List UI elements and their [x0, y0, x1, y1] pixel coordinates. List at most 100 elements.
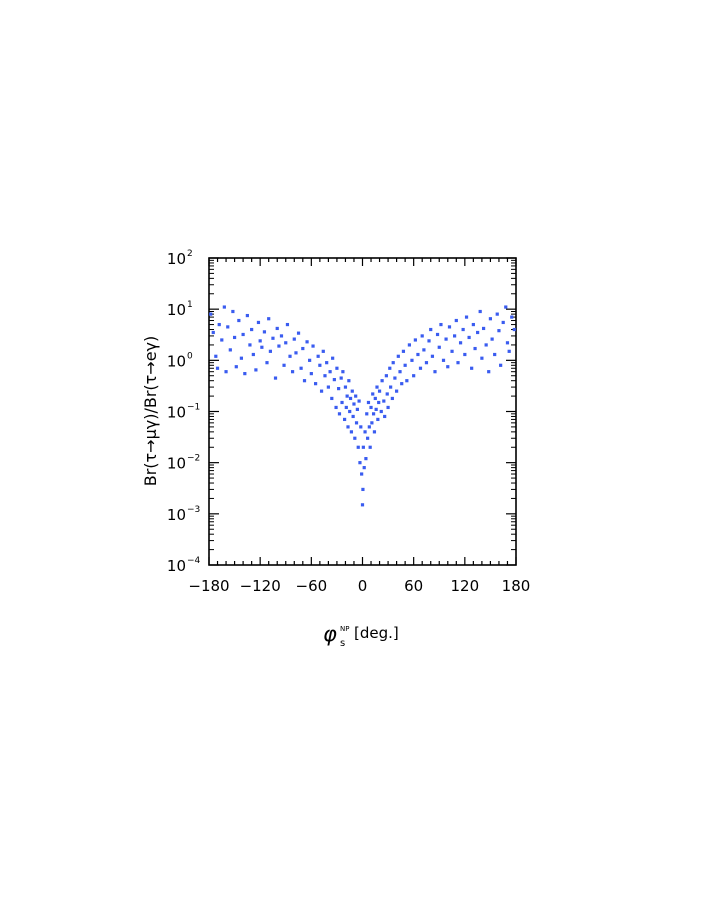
data-point — [262, 330, 267, 334]
data-point — [487, 370, 491, 374]
data-point — [302, 379, 307, 383]
data-point — [456, 361, 460, 365]
data-point — [476, 330, 480, 335]
data-point — [377, 389, 382, 393]
data-point — [376, 417, 380, 422]
y-tick-label: 10 — [167, 404, 186, 422]
axis-ticks — [208, 257, 517, 566]
data-point — [368, 445, 372, 449]
data-point — [308, 358, 312, 362]
y-tick-exponent: −1 — [187, 403, 200, 413]
data-point — [339, 376, 343, 380]
data-point — [473, 346, 477, 351]
plot-frame — [208, 257, 517, 566]
data-point — [390, 396, 394, 401]
data-point — [360, 472, 364, 476]
data-point — [416, 352, 420, 357]
data-point — [365, 412, 369, 416]
data-point — [401, 349, 406, 353]
data-point — [271, 336, 275, 340]
data-point — [447, 325, 452, 329]
data-point — [353, 436, 357, 440]
data-point — [265, 361, 269, 365]
data-point — [384, 374, 388, 378]
data-point — [354, 421, 359, 425]
data-point — [371, 412, 376, 416]
data-point — [386, 405, 390, 410]
data-point — [319, 389, 324, 393]
data-point — [355, 407, 359, 411]
y-tick-label: 10 — [167, 250, 186, 268]
data-point — [299, 366, 303, 370]
data-point — [372, 430, 377, 434]
data-point — [454, 318, 458, 323]
data-point — [354, 394, 358, 398]
data-point — [273, 376, 278, 380]
data-point — [371, 392, 375, 396]
x-axis-symbol: φ — [323, 622, 337, 646]
data-point — [268, 349, 272, 353]
data-point — [290, 370, 295, 374]
x-tick-label: −180 — [188, 577, 229, 595]
data-point — [323, 374, 327, 378]
data-point — [209, 312, 213, 316]
data-point — [383, 414, 387, 419]
data-point — [403, 363, 407, 367]
data-point — [361, 445, 365, 449]
data-point — [360, 503, 365, 507]
data-point — [234, 365, 238, 369]
data-point — [463, 352, 467, 357]
x-axis-superscript: NP — [340, 625, 349, 633]
data-point — [357, 399, 361, 403]
data-point — [348, 396, 353, 401]
data-point — [464, 315, 469, 319]
data-point — [292, 337, 296, 341]
data-point — [251, 352, 255, 357]
data-point — [362, 466, 366, 470]
data-point — [430, 354, 435, 358]
data-point — [478, 309, 482, 314]
data-point — [258, 339, 262, 343]
data-point — [358, 461, 362, 465]
data-point — [260, 345, 264, 349]
data-points — [209, 305, 516, 507]
data-point — [510, 315, 514, 319]
data-point — [398, 370, 402, 374]
data-point — [343, 385, 348, 389]
data-point — [284, 341, 288, 345]
x-axis-title: φ s NP [deg.] — [323, 622, 399, 649]
data-point — [226, 325, 230, 329]
data-point — [220, 338, 224, 342]
data-point — [433, 370, 437, 374]
data-point — [309, 372, 313, 376]
data-point — [356, 445, 360, 449]
data-point — [241, 332, 245, 337]
data-point — [250, 327, 254, 332]
data-point — [296, 331, 301, 335]
data-point — [505, 341, 510, 345]
x-axis-subscript: s — [340, 638, 345, 649]
data-point — [375, 385, 379, 389]
data-point — [363, 430, 367, 434]
data-point — [488, 317, 493, 321]
y-tick-exponent: −2 — [187, 454, 200, 464]
data-point — [332, 378, 336, 382]
data-point — [305, 340, 309, 344]
data-point — [325, 361, 329, 365]
data-point — [420, 334, 424, 338]
y-axis-title: Br(τ→μγ)/Br(τ→eγ) — [141, 336, 160, 487]
x-axis-unit: [deg.] — [354, 624, 399, 642]
data-point — [285, 322, 290, 327]
data-point — [211, 330, 215, 335]
data-point — [444, 337, 448, 341]
data-point — [490, 337, 494, 341]
data-point — [328, 370, 332, 374]
data-point — [243, 372, 247, 376]
data-point — [395, 389, 399, 393]
data-point — [228, 348, 232, 352]
data-point — [214, 354, 218, 358]
data-point — [373, 396, 377, 401]
x-tick-label: 120 — [451, 577, 480, 595]
data-point — [313, 382, 318, 386]
